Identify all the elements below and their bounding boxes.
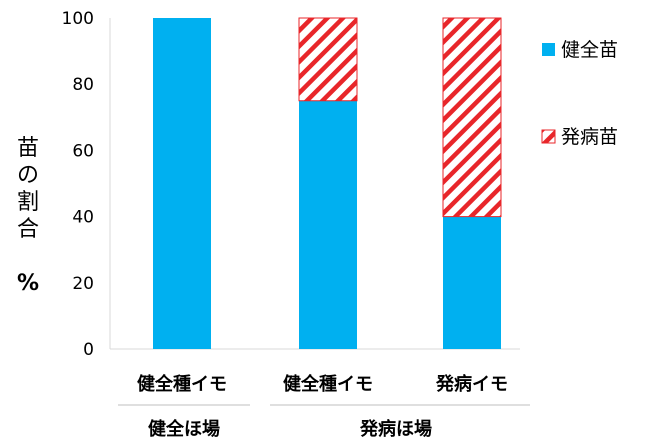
y-tick-label-4: 80 bbox=[72, 75, 94, 95]
category-labels: 健全種イモ 健全種イモ 発病イモ bbox=[137, 373, 508, 395]
bar-healthy-2 bbox=[443, 216, 501, 349]
legend-swatch-1 bbox=[541, 129, 556, 144]
y-axis-label-char-4: % bbox=[17, 271, 39, 296]
y-axis-ticks: 0 20 40 60 80 100 bbox=[62, 9, 94, 360]
y-tick-label-3: 60 bbox=[72, 141, 94, 161]
bars bbox=[153, 17, 502, 349]
group-label-0: 健全ほ場 bbox=[148, 418, 220, 440]
category-label-2: 発病イモ bbox=[435, 373, 508, 395]
y-tick-label-1: 20 bbox=[72, 274, 94, 294]
group-label-1: 発病ほ場 bbox=[359, 418, 432, 440]
y-tick-label-2: 40 bbox=[72, 208, 94, 228]
bar-healthy-0 bbox=[153, 18, 211, 349]
y-axis-label-char-3: 合 bbox=[17, 217, 39, 242]
bar-healthy-1 bbox=[299, 100, 357, 349]
group-labels: 健全ほ場 発病ほ場 bbox=[148, 418, 432, 440]
category-label-0: 健全種イモ bbox=[137, 373, 227, 395]
bar-diseased-1 bbox=[298, 17, 358, 102]
y-axis-label-char-2: 割 bbox=[17, 190, 39, 215]
legend-label-1: 発病苗 bbox=[561, 126, 618, 148]
category-label-1: 健全種イモ bbox=[283, 373, 373, 395]
y-tick-label-0: 0 bbox=[83, 340, 94, 360]
y-tick-label-5: 100 bbox=[62, 9, 94, 29]
y-axis-label-char-1: の bbox=[17, 163, 39, 188]
y-axis-label-char-0: 苗 bbox=[17, 136, 39, 161]
legend-swatch-0 bbox=[542, 43, 555, 56]
bar-diseased-2 bbox=[442, 17, 502, 218]
legend-label-0: 健全苗 bbox=[561, 39, 618, 61]
